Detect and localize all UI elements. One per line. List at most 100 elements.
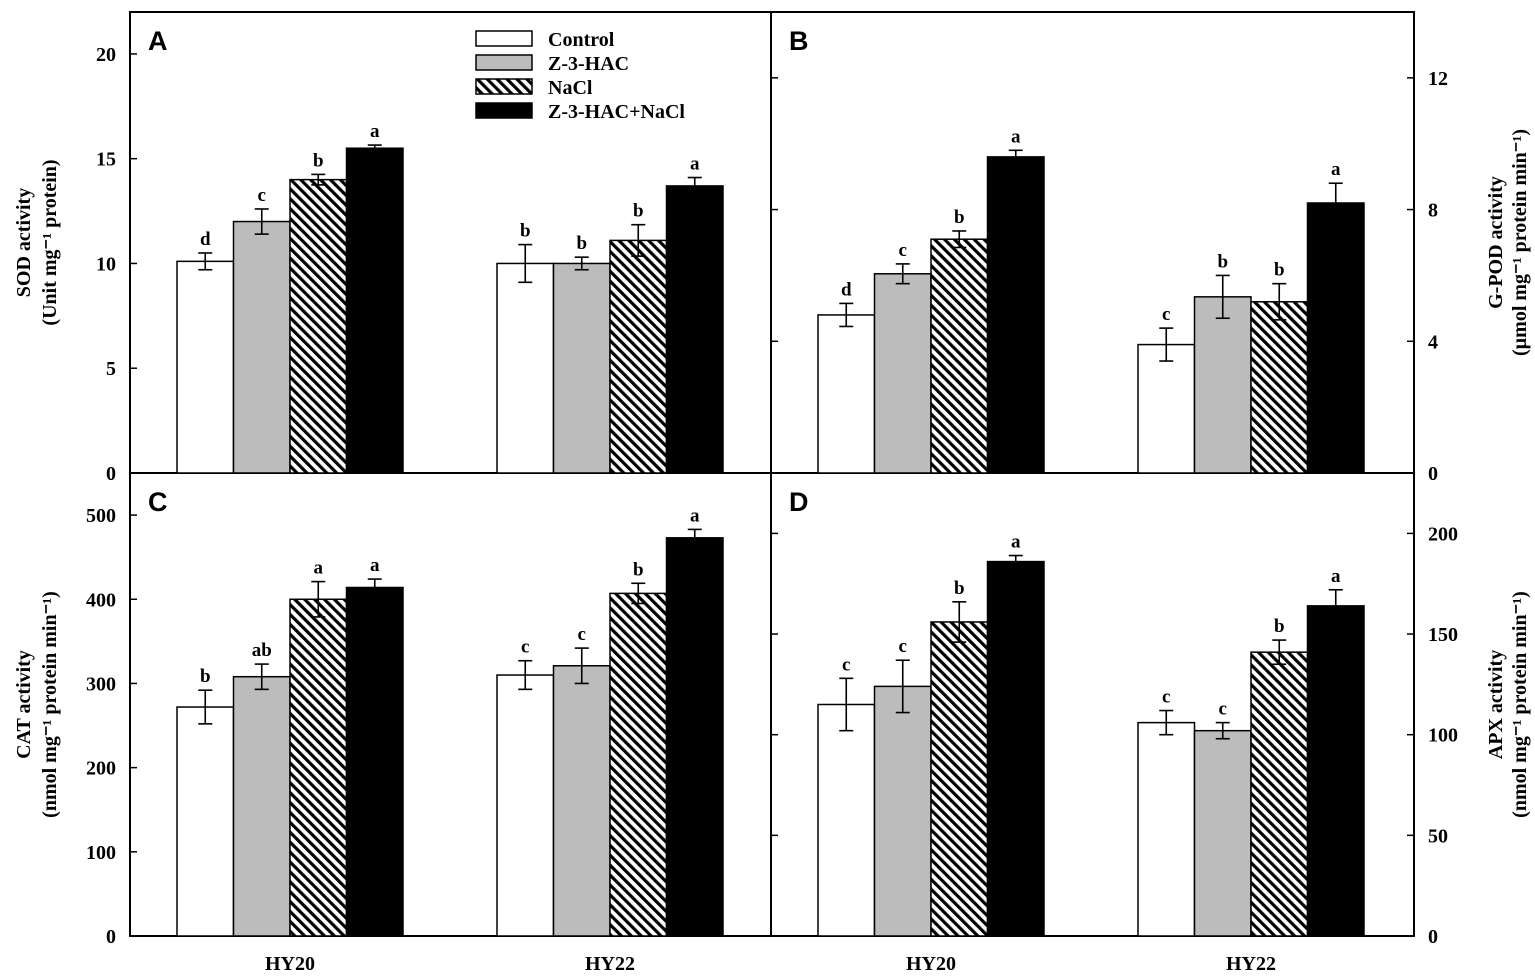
bar-z-3-hac-hy20: [232, 675, 291, 937]
bar-control-hy20: [176, 706, 235, 937]
y-tick-label: 100: [86, 842, 116, 864]
y-axis-title: CAT activity: [13, 650, 35, 759]
y-axis-unit: (µmol mg⁻¹ protein min⁻¹): [1509, 129, 1531, 356]
panel-c: C 0 100 200 300 400 500 CAT activity (nmol mg⁻¹ …: [13, 487, 724, 975]
significance-letter: b: [313, 150, 324, 171]
panel-d: D 0 50 100 150 200 APX activity (nmol mg⁻¹ prot…: [771, 487, 1531, 975]
y-axis-title: APX activity: [1485, 650, 1507, 759]
plot-area: A 0 5 10 15 20 SOD activity (Unit mg⁻¹ protein)…: [13, 11, 1531, 975]
legend-label: NaCl: [548, 77, 593, 99]
significance-letter: a: [1331, 159, 1341, 180]
significance-letter: a: [1011, 532, 1021, 553]
significance-letter: a: [314, 558, 324, 579]
bar-nacl-hy22: [1250, 301, 1309, 474]
significance-letter: a: [690, 154, 700, 175]
bar-z-3-hac-hy22: [1193, 296, 1252, 474]
significance-letter: ab: [252, 640, 272, 661]
y-axis-unit: (nmol mg⁻¹ protein min⁻¹): [1509, 591, 1531, 818]
y-tick-label: 4: [1428, 331, 1438, 353]
y-tick-label: 15: [96, 149, 116, 171]
significance-letter: c: [578, 624, 586, 645]
significance-letter: d: [200, 229, 211, 250]
bar-control-hy20: [176, 260, 235, 474]
legend-label: Control: [548, 29, 615, 51]
bar-z-3-hac-nacl-hy20: [345, 586, 404, 937]
bar-z-3-hac-hy20: [232, 220, 291, 474]
legend-label: Z-3-HAC+NaCl: [548, 101, 685, 123]
significance-letter: c: [521, 637, 529, 658]
panel-letter-c: C: [148, 487, 168, 517]
panel-b: B 0 4 8 12 G-POD activity (µmol mg⁻¹ protein m…: [771, 26, 1531, 485]
significance-letter: b: [1274, 260, 1285, 281]
significance-letter: a: [1331, 566, 1341, 587]
bar-nacl-hy22: [609, 239, 668, 474]
y-tick-label: 0: [1428, 463, 1438, 485]
significance-letter: b: [954, 578, 965, 599]
significance-letter: c: [1162, 687, 1170, 708]
significance-letter: c: [258, 185, 266, 206]
legend-swatch-nacl: [475, 78, 533, 95]
y-tick-label: 150: [1428, 624, 1458, 646]
significance-letter: c: [842, 654, 850, 675]
significance-letter: b: [1274, 616, 1285, 637]
bar-z-3-hac-hy22: [552, 262, 611, 474]
significance-letter: a: [370, 555, 380, 576]
significance-letter: a: [1011, 126, 1021, 147]
bar-z-3-hac-nacl-hy20: [986, 156, 1045, 474]
bar-nacl-hy20: [930, 621, 989, 937]
bar-nacl-hy20: [930, 238, 989, 474]
bar-z-3-hac-nacl-hy20: [345, 147, 404, 474]
bar-control-hy22: [1137, 343, 1196, 474]
y-axis-title: SOD activity: [13, 188, 35, 297]
y-axis-unit: (nmol mg⁻¹ protein min⁻¹): [39, 591, 61, 818]
y-tick-label: 10: [96, 253, 116, 275]
y-tick-label: 0: [106, 926, 116, 948]
significance-letter: c: [1162, 304, 1170, 325]
y-tick-label: 0: [106, 463, 116, 485]
significance-letter: b: [520, 221, 531, 242]
significance-letter: b: [576, 233, 587, 254]
bar-z-3-hac-hy20: [873, 685, 932, 937]
bar-control-hy20: [817, 314, 876, 474]
significance-letter: a: [370, 121, 380, 142]
y-tick-label: 0: [1428, 926, 1438, 948]
significance-letter: b: [633, 559, 644, 580]
significance-letter: b: [200, 666, 211, 687]
y-tick-label: 8: [1428, 200, 1438, 222]
y-tick-label: 200: [1428, 523, 1458, 545]
bar-control-hy20: [817, 703, 876, 937]
bar-control-hy22: [496, 262, 555, 474]
significance-letter: d: [841, 279, 852, 300]
y-tick-label: 200: [86, 758, 116, 780]
significance-letter: c: [1219, 699, 1227, 720]
y-tick-label: 12: [1428, 68, 1448, 90]
y-tick-label: 5: [106, 358, 116, 380]
bar-nacl-hy20: [289, 178, 348, 474]
x-category-label: HY20: [265, 953, 315, 975]
significance-letter: b: [1217, 251, 1228, 272]
panel-letter-d: D: [789, 487, 809, 517]
legend-swatch-control: [475, 30, 533, 47]
y-axis-title: G-POD activity: [1485, 176, 1507, 309]
bar-z-3-hac-nacl-hy22: [665, 185, 724, 474]
legend-swatch-z-3-hac-nacl: [475, 102, 533, 119]
panel-letter-a: A: [148, 26, 168, 56]
bar-nacl-hy20: [289, 598, 348, 937]
bar-z-3-hac-hy22: [1193, 729, 1252, 937]
panel-letter-b: B: [789, 26, 809, 56]
x-category-label: HY22: [1226, 953, 1276, 975]
y-axis-unit: (Unit mg⁻¹ protein): [39, 159, 61, 325]
y-tick-label: 50: [1428, 825, 1448, 847]
bar-z-3-hac-hy20: [873, 273, 932, 474]
significance-letter: b: [954, 207, 965, 228]
legend-label: Z-3-HAC: [548, 53, 629, 75]
significance-letter: c: [899, 636, 907, 657]
bar-nacl-hy22: [609, 592, 668, 937]
significance-letter: b: [633, 201, 644, 222]
bar-control-hy22: [1137, 721, 1196, 937]
y-tick-label: 20: [96, 44, 116, 66]
panel-a: A 0 5 10 15 20 SOD activity (Unit mg⁻¹ protein)…: [13, 26, 724, 485]
legend-swatch-z-3-hac: [475, 54, 533, 71]
bar-nacl-hy22: [1250, 651, 1309, 937]
